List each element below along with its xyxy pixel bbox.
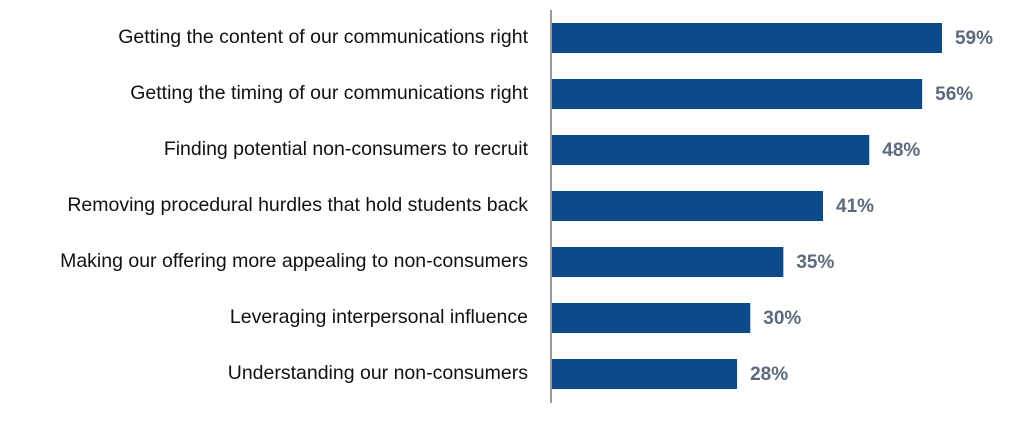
category-label: Getting the timing of our communications… <box>130 82 528 104</box>
bar <box>552 359 738 389</box>
value-label: 48% <box>882 140 920 161</box>
category-label: Making our offering more appealing to no… <box>60 250 528 272</box>
value-label: 56% <box>935 84 973 105</box>
category-label: Finding potential non-consumers to recru… <box>164 138 529 160</box>
bar <box>552 135 870 165</box>
bar <box>552 23 942 53</box>
value-label: 28% <box>750 364 788 385</box>
value-label: 35% <box>796 252 834 273</box>
bar <box>552 303 751 333</box>
category-label: Understanding our non-consumers <box>228 362 529 384</box>
bar <box>552 247 784 277</box>
category-label: Leveraging interpersonal influence <box>230 306 528 328</box>
value-label: 41% <box>836 196 874 217</box>
bar <box>552 191 824 221</box>
value-label: 59% <box>955 28 993 49</box>
bar <box>552 79 923 109</box>
category-label: Getting the content of our communication… <box>118 26 528 48</box>
value-label: 30% <box>763 308 801 329</box>
category-label: Removing procedural hurdles that hold st… <box>67 194 528 216</box>
